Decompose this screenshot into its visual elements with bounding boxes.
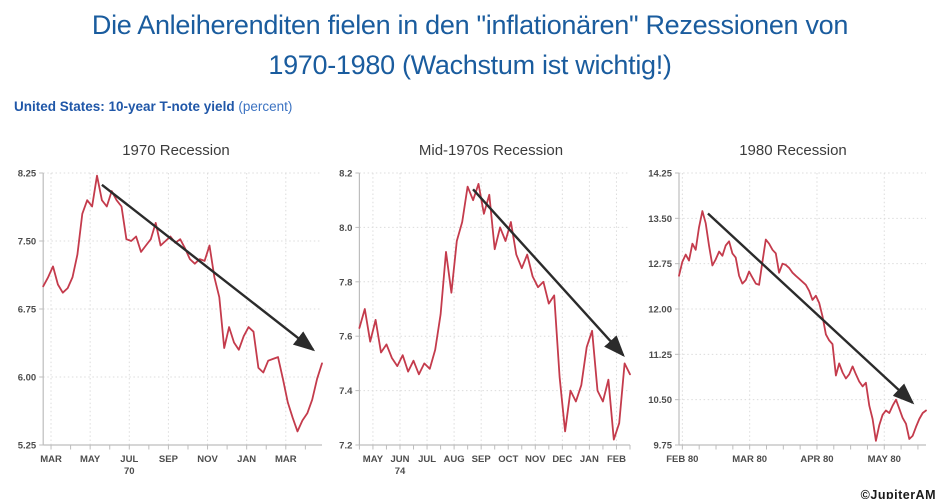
panel-1980-recession: 1980 Recession 14.25 13.50 12.75 12.00 11.25…	[638, 128, 934, 491]
panel-mid-1970s-recession: Mid-1970s Recession 8.2 8.0 7.8 7.6 7.4 7.2 MA…	[330, 128, 638, 491]
x-tick-label: OCT	[498, 454, 518, 465]
yield-line	[678, 210, 927, 442]
panel-1970-recession: 1970 Recession 8.25 7.50 6.75 6.00 5.25 MAR MA…	[8, 128, 330, 491]
y-tick-label: 14.25	[648, 169, 672, 180]
grid-layer	[43, 172, 322, 446]
page-title: Die Anleiherenditen fielen in den "infla…	[0, 5, 940, 85]
x-tick-label: MAR	[275, 454, 297, 465]
x-tick-label: FEB 80	[666, 454, 698, 465]
x-tick-label: JUL	[418, 454, 436, 465]
x-tick-year-label: 70	[124, 466, 135, 477]
x-tick-label: MAR 80	[732, 454, 767, 465]
x-tick-label: AUG	[444, 454, 465, 465]
y-tick-label: 7.50	[18, 237, 37, 248]
chart-title-1980: 1980 Recession	[739, 142, 847, 159]
y-tick-label: 8.2	[339, 169, 352, 180]
y-tick-label: 12.75	[648, 259, 672, 270]
x-tick-label: JAN	[237, 454, 256, 465]
y-tick-label: 10.50	[648, 395, 672, 406]
x-tick-label: JUL	[120, 454, 138, 465]
series-label: United States: 10-year T-note yield	[14, 99, 235, 114]
x-tick-label: JAN	[580, 454, 599, 465]
x-tick-label: FEB	[607, 454, 626, 465]
trend-arrow	[472, 188, 625, 358]
yield-line	[42, 174, 323, 433]
x-tick-label: DEC	[552, 454, 572, 465]
y-tick-label: 13.50	[648, 214, 672, 225]
chart-subtitle: United States: 10-year T-note yield (per…	[14, 99, 940, 114]
jupiter-am-watermark: ©JupiterAM	[860, 488, 936, 499]
x-tick-label: MAY 80	[868, 454, 901, 465]
page-title-line-1: Die Anleiherenditen fielen in den "infla…	[91, 10, 849, 40]
trend-arrow	[101, 183, 316, 352]
x-tick-label: SEP	[159, 454, 179, 465]
x-tick-label: NOV	[525, 454, 546, 465]
x-tick-label: APR 80	[800, 454, 833, 465]
y-tick-label: 6.00	[18, 373, 37, 384]
chart-svg-1980-recession: 14.25 13.50 12.75 12.00 11.25 10.50 9.75 FEB 80…	[648, 169, 927, 465]
y-tick-label: 6.75	[18, 305, 37, 316]
y-tick-label: 12.00	[648, 305, 672, 316]
y-tick-label: 5.25	[18, 441, 37, 452]
chart-title-mid-1970s: Mid-1970s Recession	[418, 142, 564, 159]
page-title-line-2: 1970-1980 (Wachstum ist wichtig!)	[268, 50, 672, 80]
charts-row: 1970 Recession 8.25 7.50 6.75 6.00 5.25 MAR MA…	[8, 128, 934, 491]
chart-title-1970: 1970 Recession	[122, 142, 230, 159]
y-tick-label: 11.25	[649, 350, 673, 361]
x-tick-label: MAY	[363, 454, 384, 465]
x-tick-label: MAR	[40, 454, 62, 465]
y-tick-label: 8.25	[18, 169, 37, 180]
yield-line	[358, 182, 631, 441]
y-tick-label: 7.2	[339, 441, 352, 452]
slide: Die Anleiherenditen fielen in den "infla…	[0, 5, 940, 499]
y-tick-label: 7.8	[339, 277, 352, 288]
x-tick-label: MAY	[80, 454, 101, 465]
x-tick-label: NOV	[197, 454, 218, 465]
trend-arrow	[707, 212, 915, 405]
x-tick-label: JUN	[390, 454, 409, 465]
x-tick-year-label: 74	[395, 466, 406, 477]
axis-layer: 14.25 13.50 12.75 12.00 11.25 10.50 9.75 FEB 80…	[648, 169, 926, 465]
y-tick-label: 8.0	[339, 223, 352, 234]
unit-label: (percent)	[238, 99, 293, 114]
y-tick-label: 7.6	[339, 332, 352, 343]
y-tick-label: 7.4	[339, 386, 353, 397]
x-tick-label: SEP	[472, 454, 492, 465]
y-tick-label: 9.75	[654, 441, 673, 452]
grid-layer	[679, 172, 926, 446]
